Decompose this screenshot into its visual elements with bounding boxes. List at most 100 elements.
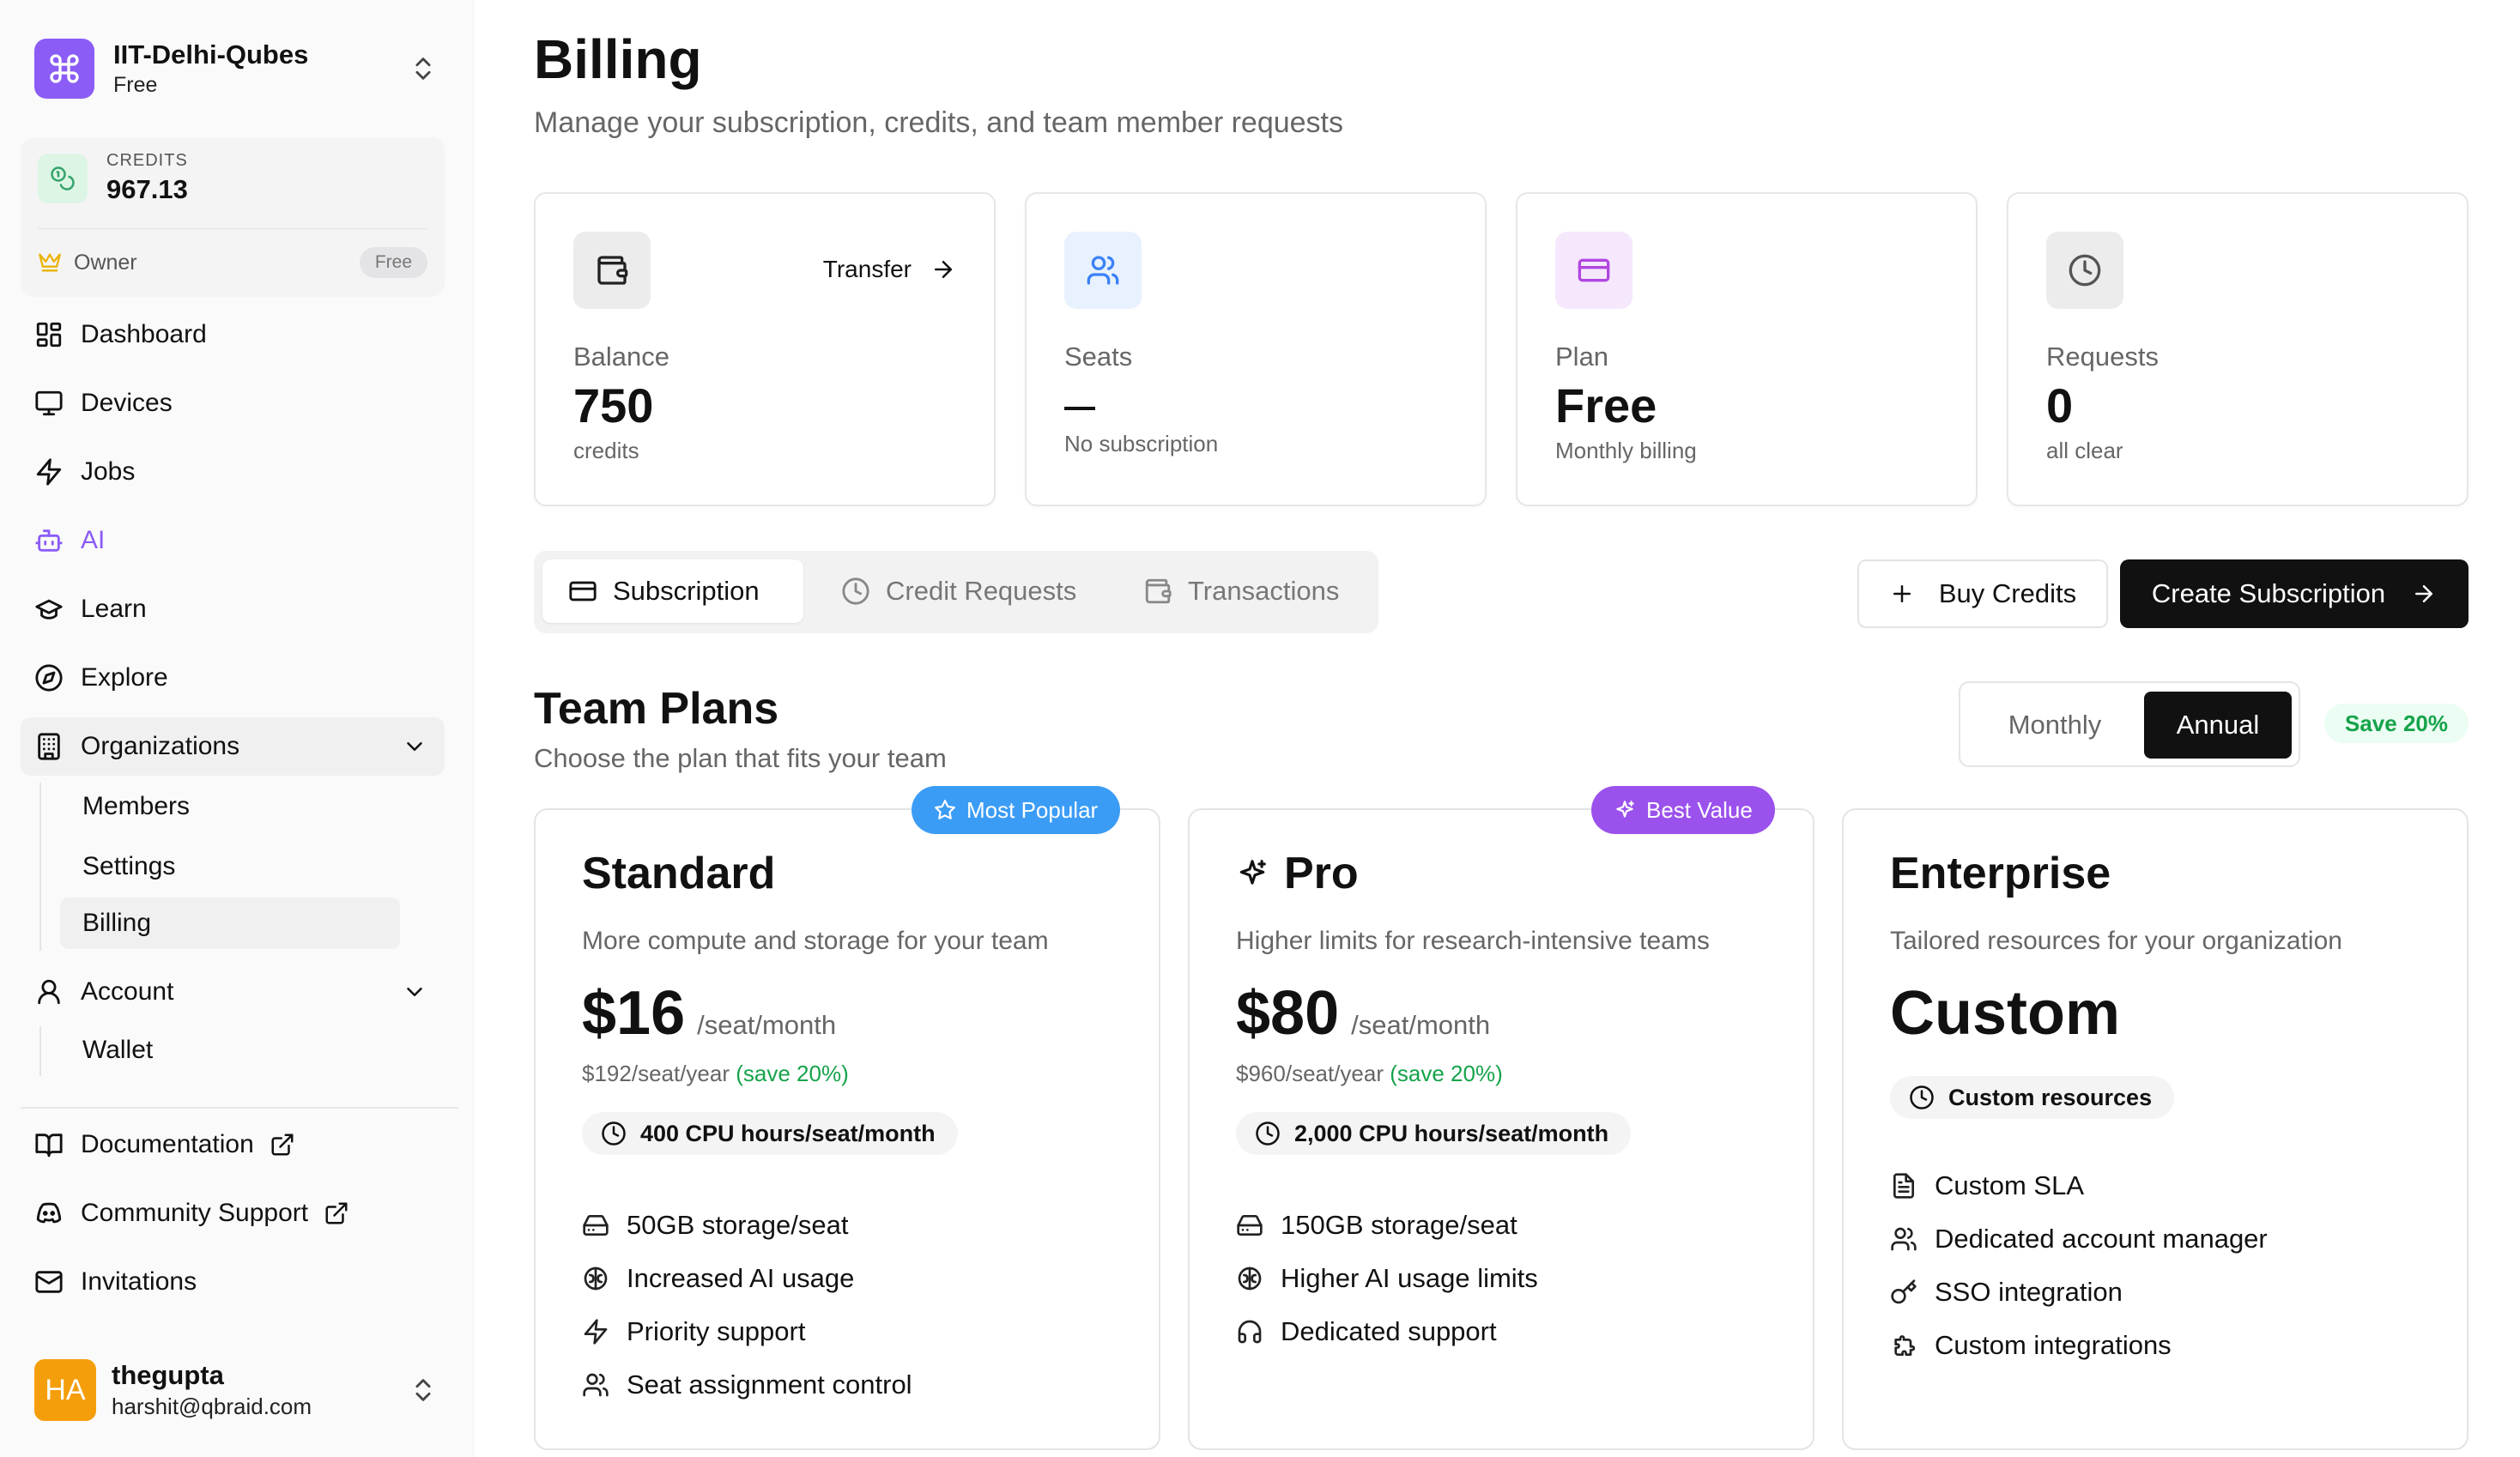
balance-card: Transfer Balance 750 credits: [534, 192, 996, 506]
most-popular-badge: Most Popular: [912, 786, 1121, 834]
sidebar-item-learn[interactable]: Learn: [21, 580, 445, 638]
yearly-savings: (save 20%): [1390, 1061, 1503, 1086]
file-text-icon: [1893, 1173, 1914, 1199]
user-email: harshit@qbraid.com: [112, 1394, 312, 1419]
plan-name-text: Enterprise: [1890, 849, 2111, 898]
yearly-price: $960/seat/year (save 20%): [1236, 1061, 1503, 1087]
credits-caption: CREDITS: [106, 151, 188, 170]
feature-item: Dedicated support: [1236, 1315, 1497, 1349]
command-icon: [34, 39, 94, 99]
sidebar-item-label: Members: [82, 792, 191, 820]
building-icon: [38, 733, 60, 760]
feature-label: SSO integration: [1935, 1277, 2123, 1307]
monthly-option[interactable]: Monthly: [2008, 710, 2102, 740]
price-unit: /seat/month: [697, 1010, 837, 1040]
hard-drive-icon: [1237, 1215, 1263, 1236]
users-icon: [1064, 232, 1142, 309]
tab-label: Credit Requests: [886, 576, 1077, 606]
sidebar-item-label: Community Support: [81, 1199, 309, 1227]
star-icon: [935, 800, 955, 819]
feature-item: Dedicated account manager: [1890, 1222, 2268, 1256]
sidebar-item-dashboard[interactable]: Dashboard: [21, 305, 445, 364]
sidebar-item-label: Learn: [81, 595, 147, 623]
sidebar-item-ai[interactable]: AI: [21, 511, 445, 570]
headphones-icon: [1238, 1320, 1262, 1344]
badge-label: Best Value: [1646, 796, 1753, 823]
plan-description: Higher limits for research-intensive tea…: [1236, 927, 1710, 955]
feature-item: Higher AI usage limits: [1236, 1261, 1538, 1296]
plus-icon: [1893, 585, 1911, 602]
sidebar-item-explore[interactable]: Explore: [21, 649, 445, 707]
credits-card: CREDITS 967.13 Owner Free: [21, 137, 445, 297]
feature-label: Higher AI usage limits: [1281, 1263, 1538, 1293]
tab-transactions[interactable]: Transactions: [1118, 559, 1365, 623]
plan-card-enterprise: Enterprise Tailored resources for your o…: [1842, 808, 2469, 1450]
yearly-amount: $960/seat/year: [1236, 1061, 1384, 1086]
plan-name: Standard: [582, 848, 775, 899]
plan-name-text: Pro: [1284, 849, 1359, 898]
plan-card-standard: Most Popular Standard More compute and s…: [534, 786, 1160, 1450]
plan-caption: Monthly billing: [1555, 438, 1697, 463]
plan-name: Enterprise: [1890, 848, 2111, 899]
sidebar-item-billing[interactable]: Billing: [60, 898, 400, 949]
requests-card: Requests 0 all clear: [2007, 192, 2469, 506]
save-badge: Save 20%: [2324, 704, 2469, 743]
sidebar-item-label: Devices: [81, 389, 173, 417]
sidebar-item-label: Settings: [82, 852, 176, 880]
sidebar-item-wallet[interactable]: Wallet: [60, 1025, 400, 1076]
sidebar-item-label: Dashboard: [81, 320, 207, 348]
feature-item: SSO integration: [1890, 1275, 2123, 1309]
plan-value: Free: [1555, 378, 1657, 432]
tab-subscription[interactable]: Subscription: [542, 559, 803, 623]
sidebar-item-settings[interactable]: Settings: [60, 841, 400, 892]
custom-resources-label: Custom resources: [1948, 1084, 2153, 1110]
brain-icon: [1238, 1267, 1262, 1291]
sidebar-item-account[interactable]: Account: [21, 963, 445, 1021]
clock-icon: [1910, 1085, 1934, 1109]
sidebar-item-invitations[interactable]: Invitations: [21, 1253, 445, 1311]
sidebar-item-community-support[interactable]: Community Support: [21, 1184, 445, 1242]
section-title: Team Plans: [534, 684, 779, 734]
seats-label: Seats: [1064, 342, 1133, 372]
user-menu[interactable]: HA thegupta harshit@qbraid.com: [34, 1356, 438, 1424]
section-subtitle: Choose the plan that fits your team: [534, 743, 947, 773]
seats-empty-dash: [1064, 407, 1095, 410]
clock-icon: [602, 1121, 626, 1146]
feature-label: Custom integrations: [1935, 1330, 2172, 1360]
feature-label: Seat assignment control: [627, 1369, 912, 1400]
feature-label: Increased AI usage: [627, 1263, 855, 1293]
sidebar-item-label: Explore: [81, 663, 168, 692]
hard-drive-icon: [583, 1215, 609, 1236]
sidebar-item-documentation[interactable]: Documentation: [21, 1115, 445, 1174]
create-subscription-button[interactable]: Create Subscription: [2120, 559, 2469, 628]
clock-icon: [842, 577, 869, 605]
clock-icon: [2046, 232, 2123, 309]
book-open-icon: [35, 1134, 63, 1158]
tab-credit-requests[interactable]: Credit Requests: [815, 559, 1102, 623]
custom-resources-pill: Custom resources: [1890, 1076, 2175, 1119]
sidebar-item-label: Jobs: [81, 457, 136, 486]
org-switcher[interactable]: IIT-Delhi-Qubes Free: [34, 34, 438, 103]
cpu-hours-pill: 400 CPU hours/seat/month: [582, 1112, 958, 1155]
tab-label: Transactions: [1188, 576, 1340, 606]
feature-label: 150GB storage/seat: [1281, 1210, 1517, 1240]
zap-icon: [36, 458, 62, 486]
sidebar-item-jobs[interactable]: Jobs: [21, 443, 445, 501]
feature-item: 50GB storage/seat: [582, 1208, 849, 1242]
chevron-down-icon: [407, 988, 422, 996]
transfer-button[interactable]: Transfer: [823, 256, 956, 283]
annual-option[interactable]: Annual: [2144, 692, 2292, 759]
feature-item: Seat assignment control: [582, 1368, 912, 1402]
feature-item: Increased AI usage: [582, 1261, 854, 1296]
cpu-hours-label: 400 CPU hours/seat/month: [640, 1120, 936, 1146]
price-amount: $80: [1236, 979, 1340, 1048]
sidebar-item-members[interactable]: Members: [60, 781, 400, 832]
page-title: Billing: [534, 28, 702, 90]
create-subscription-label: Create Subscription: [2151, 578, 2386, 608]
plan-card-summary: Plan Free Monthly billing: [1516, 192, 1978, 506]
sidebar-item-organizations[interactable]: Organizations: [21, 717, 445, 776]
billing-tabs: Subscription Credit Requests Transaction…: [534, 551, 1378, 633]
buy-credits-button[interactable]: Buy Credits: [1857, 559, 2108, 628]
compass-icon: [35, 664, 63, 692]
sidebar-item-devices[interactable]: Devices: [21, 374, 445, 432]
